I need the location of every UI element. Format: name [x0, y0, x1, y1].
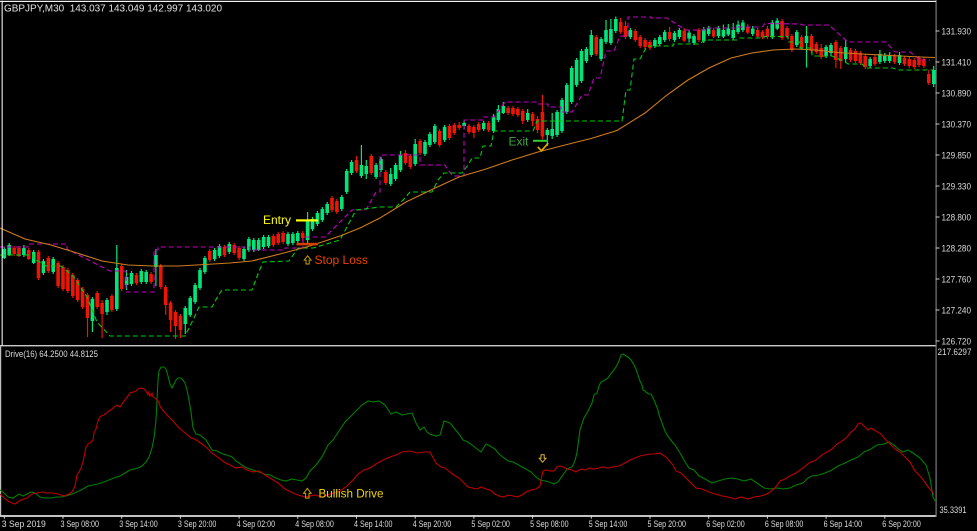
svg-text:3 Sep 08:00: 3 Sep 08:00	[61, 519, 100, 530]
svg-text:4 Sep 02:00: 4 Sep 02:00	[237, 519, 276, 530]
svg-text:5 Sep 08:00: 5 Sep 08:00	[530, 519, 569, 530]
svg-text:3 Sep 14:00: 3 Sep 14:00	[119, 519, 158, 530]
svg-text:5 Sep 02:00: 5 Sep 02:00	[471, 519, 510, 530]
svg-text:3 Sep 2019: 3 Sep 2019	[2, 519, 46, 530]
svg-text:6 Sep 02:00: 6 Sep 02:00	[706, 519, 745, 530]
svg-text:35.3391: 35.3391	[940, 505, 967, 516]
svg-text:Stop Loss: Stop Loss	[315, 253, 368, 267]
svg-text:GBPJPY,M30 143.037 143.049 14: GBPJPY,M30 143.037 143.049 142.997 143.0…	[4, 4, 222, 15]
svg-text:127.760: 127.760	[942, 275, 972, 286]
svg-text:6 Sep 08:00: 6 Sep 08:00	[765, 519, 804, 530]
svg-text:4 Sep 14:00: 4 Sep 14:00	[354, 519, 393, 530]
svg-text:Exit: Exit	[509, 135, 530, 149]
svg-text:130.370: 130.370	[942, 120, 972, 131]
svg-text:129.330: 129.330	[942, 182, 972, 193]
svg-text:5 Sep 20:00: 5 Sep 20:00	[648, 519, 687, 530]
svg-text:130.890: 130.890	[942, 89, 972, 100]
svg-text:128.280: 128.280	[942, 244, 972, 255]
svg-text:6 Sep 20:00: 6 Sep 20:00	[882, 519, 921, 530]
svg-text:217.6297: 217.6297	[938, 347, 972, 358]
svg-text:128.800: 128.800	[942, 213, 972, 224]
svg-text:131.930: 131.930	[942, 27, 972, 38]
svg-text:4 Sep 08:00: 4 Sep 08:00	[295, 519, 334, 530]
svg-text:Entry: Entry	[263, 213, 291, 227]
svg-text:6 Sep 14:00: 6 Sep 14:00	[824, 519, 863, 530]
svg-text:129.850: 129.850	[942, 151, 972, 162]
svg-text:126.720: 126.720	[942, 337, 972, 348]
svg-text:4 Sep 20:00: 4 Sep 20:00	[413, 519, 452, 530]
svg-text:131.410: 131.410	[942, 58, 972, 69]
svg-text:3 Sep 20:00: 3 Sep 20:00	[178, 519, 217, 530]
svg-text:5 Sep 14:00: 5 Sep 14:00	[589, 519, 628, 530]
svg-text:Bullish Drive: Bullish Drive	[319, 486, 384, 500]
svg-text:127.240: 127.240	[942, 306, 972, 317]
svg-text:Drive(16) 64.2500 44.8125: Drive(16) 64.2500 44.8125	[5, 349, 98, 360]
